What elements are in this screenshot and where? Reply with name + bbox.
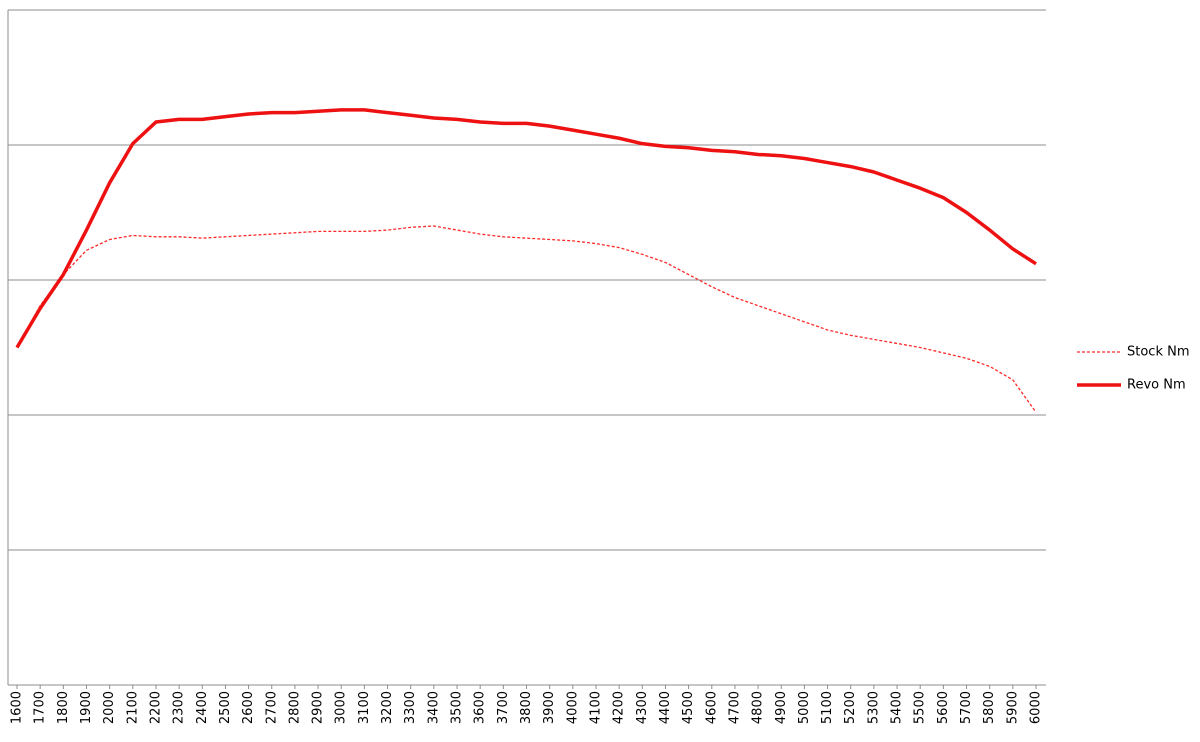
x-tick-label: 5500 — [913, 691, 928, 724]
x-tick-label: 3200 — [380, 691, 395, 724]
x-tick-label: 3900 — [542, 691, 557, 724]
x-tick-label: 5200 — [843, 691, 858, 724]
x-tick-label: 3400 — [426, 691, 441, 724]
x-tick-label: 2300 — [172, 691, 187, 724]
x-tick-label: 2500 — [218, 691, 233, 724]
x-tick-label: 3500 — [450, 691, 465, 724]
x-tick-label: 5400 — [890, 691, 905, 724]
x-tick-label: 4100 — [588, 691, 603, 724]
line-series — [15, 108, 1037, 349]
x-tick-label: 5000 — [797, 691, 812, 724]
x-tick-label: 5300 — [866, 691, 881, 724]
x-tick-label: 4200 — [612, 691, 627, 724]
line-series — [16, 225, 1037, 413]
x-tick-label: 3300 — [403, 691, 418, 724]
x-tick-label: 5900 — [1005, 691, 1020, 724]
x-tick-label: 2100 — [125, 691, 140, 724]
x-tick-label: 4500 — [681, 691, 696, 724]
x-tick-label: 4400 — [658, 691, 673, 724]
x-tick-label: 5700 — [959, 691, 974, 724]
x-tick-label: 3600 — [473, 691, 488, 724]
x-tick-label: 4900 — [774, 691, 789, 724]
x-tick-label: 2800 — [287, 691, 302, 724]
x-tick-label: 2400 — [195, 691, 210, 724]
x-tick-label: 3000 — [334, 691, 349, 724]
x-tick-label: 3100 — [357, 691, 372, 724]
x-tick-label: 4600 — [704, 691, 719, 724]
x-tick-label: 6000 — [1029, 691, 1044, 724]
legend-label: Revo Nm — [1127, 378, 1186, 393]
x-tick-label: 1900 — [79, 691, 94, 724]
x-tick-label: 1700 — [33, 691, 48, 724]
x-tick-label: 2700 — [264, 691, 279, 724]
x-tick-label: 1600 — [10, 691, 25, 724]
x-tick-label: 4300 — [635, 691, 650, 724]
x-tick-label: 1800 — [56, 691, 71, 724]
x-tick-label: 3800 — [519, 691, 534, 724]
legend-label: Stock Nm — [1127, 345, 1190, 360]
x-tick-label: 3700 — [496, 691, 511, 724]
x-tick-label: 2200 — [148, 691, 163, 724]
x-tick-label: 5100 — [820, 691, 835, 724]
x-tick-label: 4700 — [727, 691, 742, 724]
x-tick-label: 4800 — [751, 691, 766, 724]
x-tick-label: 5800 — [982, 691, 997, 724]
x-tick-label: 2600 — [241, 691, 256, 724]
x-tick-label: 5600 — [936, 691, 951, 724]
x-tick-label: 2000 — [102, 691, 117, 724]
x-tick-label: 2900 — [311, 691, 326, 724]
x-tick-label: 4000 — [565, 691, 580, 724]
